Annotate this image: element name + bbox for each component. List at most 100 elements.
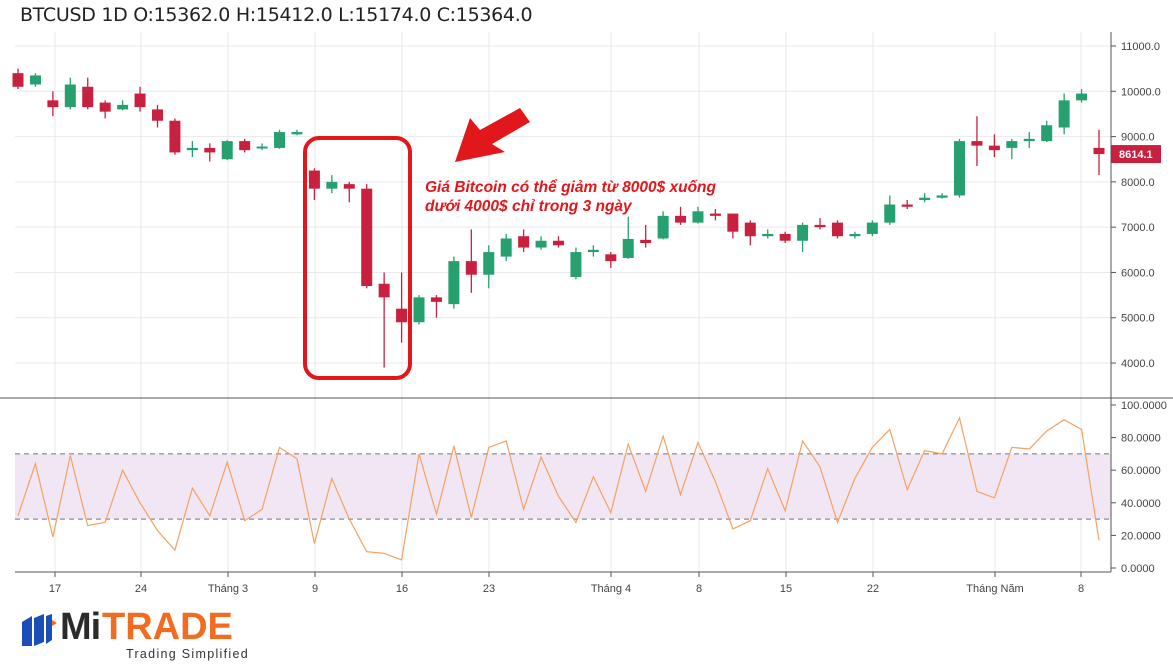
candle <box>29 73 41 87</box>
candle-body <box>291 132 303 135</box>
candle <box>866 220 878 237</box>
candle-body <box>396 308 408 323</box>
candle <box>797 222 809 253</box>
candle-body <box>1041 125 1053 142</box>
candle <box>291 129 303 136</box>
price-tick-label: 11000.0 <box>1121 41 1160 53</box>
candle <box>221 140 233 161</box>
candle-body <box>500 238 512 257</box>
candle-body <box>82 86 94 108</box>
time-tick-label: Tháng 4 <box>591 583 631 595</box>
candle-body <box>274 132 286 148</box>
price-tick-label: 4000.0 <box>1121 358 1155 370</box>
rsi-tick-label: 80.0000 <box>1121 433 1161 445</box>
candle <box>640 224 652 248</box>
candle-body <box>919 197 931 200</box>
candle-body <box>988 145 1000 151</box>
candle <box>657 211 669 240</box>
time-tick-label: 8 <box>1078 583 1084 595</box>
candle-body <box>465 261 477 275</box>
candle <box>239 138 251 153</box>
candle-body <box>204 147 216 153</box>
candle-body <box>640 239 652 244</box>
time-tick-label: 8 <box>696 583 702 595</box>
candle-body <box>117 104 129 110</box>
candle-body <box>553 240 564 246</box>
rsi-tick-label: 60.0000 <box>1121 465 1161 477</box>
candle <box>884 195 896 225</box>
logo-tagline: Trading Simplified <box>126 647 249 661</box>
candle <box>779 231 791 244</box>
logo-trade: TRADE <box>102 606 233 648</box>
annotation-text: Giá Bitcoin có thể giảm từ 8000$ xuống d… <box>425 178 716 216</box>
candle-body <box>169 120 181 153</box>
candle <box>605 252 617 268</box>
candle-body <box>1076 93 1088 101</box>
rsi-tick-label: 100.0000 <box>1121 400 1167 412</box>
candle-body <box>605 254 617 262</box>
candle <box>814 218 826 230</box>
candle-body <box>866 222 878 234</box>
time-tick-label: Tháng Năm <box>966 583 1023 595</box>
candle <box>744 220 756 246</box>
candle-body <box>361 188 373 287</box>
candle-body <box>849 233 861 237</box>
candle-body <box>151 109 163 121</box>
candle-body <box>221 141 233 160</box>
candle <box>831 220 843 239</box>
candle <box>82 77 94 110</box>
candle <box>151 104 163 128</box>
candle-body <box>1093 147 1105 155</box>
candle <box>709 209 721 221</box>
candle <box>361 184 373 289</box>
annotation-line-1: Giá Bitcoin có thể giảm từ 8000$ xuống <box>425 179 716 196</box>
candle <box>169 118 181 155</box>
candle-body <box>239 141 251 151</box>
candle <box>47 91 59 117</box>
candle-body <box>64 84 76 108</box>
candle <box>430 295 442 318</box>
annotation-line-2: dưới 4000$ chỉ trong 3 ngày <box>425 198 632 215</box>
candle <box>117 100 129 111</box>
candle <box>64 77 76 110</box>
candle <box>134 86 146 112</box>
candle-body <box>901 204 913 207</box>
last-price-label: 8614.1 <box>1119 149 1153 161</box>
candle <box>448 256 460 309</box>
candle <box>762 229 774 239</box>
candle-body <box>814 224 826 228</box>
arrow-icon <box>455 108 530 162</box>
candle-body <box>709 213 721 216</box>
rsi-tick-label: 0.0000 <box>1121 563 1155 575</box>
rsi-tick-label: 40.0000 <box>1121 498 1161 510</box>
candle-body <box>29 75 41 85</box>
candle <box>343 181 355 203</box>
candle <box>675 206 687 225</box>
candle-body <box>622 238 634 258</box>
candle <box>570 247 582 280</box>
candle-body <box>343 184 355 189</box>
candle <box>901 199 913 210</box>
candle <box>1093 129 1105 176</box>
highlight-box <box>303 136 412 380</box>
candle <box>1076 89 1088 103</box>
candle <box>936 193 948 199</box>
candle <box>1058 93 1070 135</box>
candle-body <box>779 233 791 241</box>
candle-body <box>762 233 774 237</box>
candle <box>274 129 286 149</box>
candle <box>553 236 564 248</box>
candle <box>587 245 599 257</box>
candle <box>186 141 198 157</box>
logo-mi: Mi <box>60 606 101 648</box>
price-tick-label: 9000.0 <box>1121 132 1155 144</box>
candle-body <box>727 213 739 232</box>
candle <box>849 231 861 239</box>
last-price-badge <box>1111 145 1161 164</box>
candle <box>919 193 931 203</box>
candle-body <box>797 224 809 241</box>
candle-body <box>936 195 948 198</box>
candle-body <box>12 73 24 87</box>
candle <box>622 216 634 259</box>
